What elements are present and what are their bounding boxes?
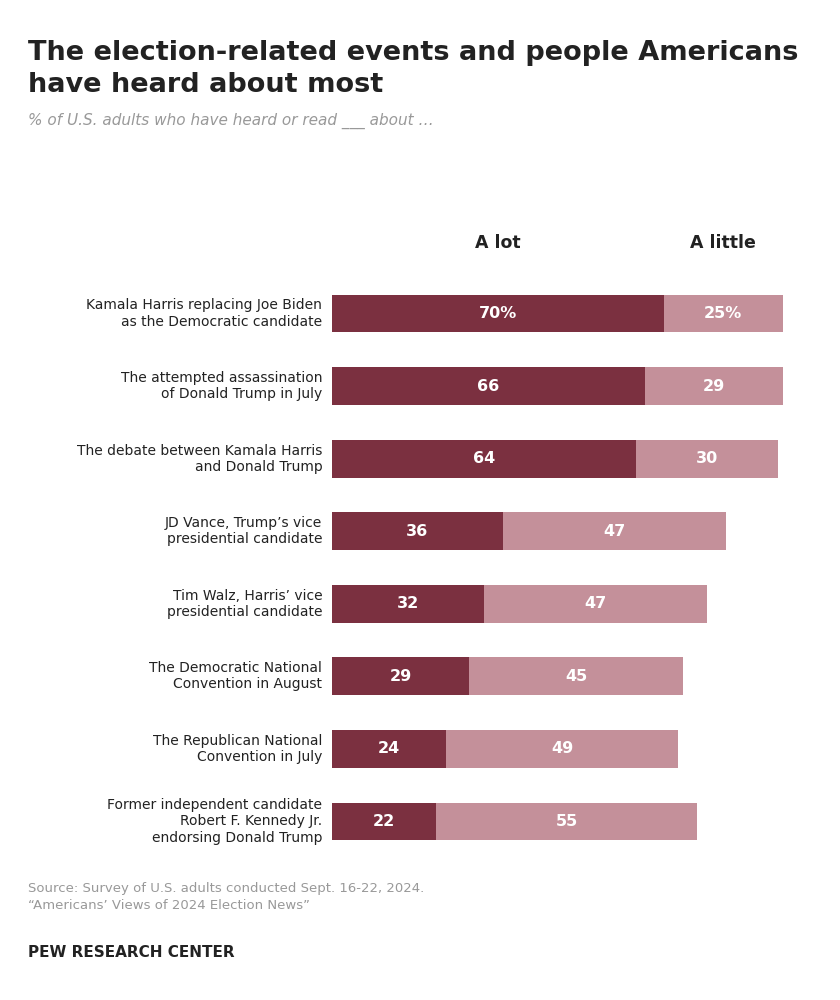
Bar (502, 512, 726, 550)
Text: 29: 29 (703, 379, 725, 394)
Text: % of U.S. adults who have heard or read ___ about …: % of U.S. adults who have heard or read … (28, 113, 433, 129)
Bar (664, 295, 783, 332)
Text: The Democratic National
Convention in August: The Democratic National Convention in Au… (150, 661, 323, 691)
Bar (636, 440, 778, 478)
Text: 25%: 25% (704, 306, 743, 321)
Bar (436, 803, 697, 840)
Bar (332, 440, 636, 478)
Text: 45: 45 (565, 669, 587, 684)
Text: 47: 47 (603, 524, 625, 539)
Text: 29: 29 (390, 669, 412, 684)
Text: Tim Walz, Harris’ vice
presidential candidate: Tim Walz, Harris’ vice presidential cand… (167, 589, 323, 619)
Bar (446, 730, 678, 768)
Text: PEW RESEARCH CENTER: PEW RESEARCH CENTER (28, 945, 234, 960)
Bar (332, 512, 502, 550)
Text: “Americans’ Views of 2024 Election News”: “Americans’ Views of 2024 Election News” (28, 899, 310, 912)
Text: The election-related events and people Americans: The election-related events and people A… (28, 40, 798, 66)
Bar (332, 295, 664, 332)
Text: 24: 24 (378, 741, 400, 756)
Text: 47: 47 (584, 596, 606, 611)
Text: 64: 64 (473, 451, 495, 466)
Text: Kamala Harris replacing Joe Biden
as the Democratic candidate: Kamala Harris replacing Joe Biden as the… (87, 298, 323, 329)
Bar (332, 730, 446, 768)
Bar (470, 657, 683, 695)
Bar (332, 585, 484, 623)
Text: The debate between Kamala Harris
and Donald Trump: The debate between Kamala Harris and Don… (77, 444, 323, 474)
Bar (484, 585, 706, 623)
Text: JD Vance, Trump’s vice
presidential candidate: JD Vance, Trump’s vice presidential cand… (165, 516, 323, 546)
Text: have heard about most: have heard about most (28, 72, 383, 98)
Text: The Republican National
Convention in July: The Republican National Convention in Ju… (153, 734, 323, 764)
Text: 22: 22 (373, 814, 395, 829)
Text: The attempted assassination
of Donald Trump in July: The attempted assassination of Donald Tr… (121, 371, 323, 401)
Text: A lot: A lot (475, 234, 521, 252)
Text: 70%: 70% (479, 306, 517, 321)
Bar (332, 367, 645, 405)
Bar (332, 803, 436, 840)
Text: 66: 66 (477, 379, 500, 394)
Text: 49: 49 (551, 741, 573, 756)
Text: A little: A little (690, 234, 756, 252)
Text: 55: 55 (555, 814, 578, 829)
Text: 32: 32 (396, 596, 419, 611)
Text: 36: 36 (406, 524, 428, 539)
Text: 30: 30 (696, 451, 718, 466)
Bar (645, 367, 783, 405)
Text: Former independent candidate
Robert F. Kennedy Jr.
endorsing Donald Trump: Former independent candidate Robert F. K… (108, 798, 323, 845)
Bar (332, 657, 470, 695)
Text: Source: Survey of U.S. adults conducted Sept. 16-22, 2024.: Source: Survey of U.S. adults conducted … (28, 882, 424, 895)
